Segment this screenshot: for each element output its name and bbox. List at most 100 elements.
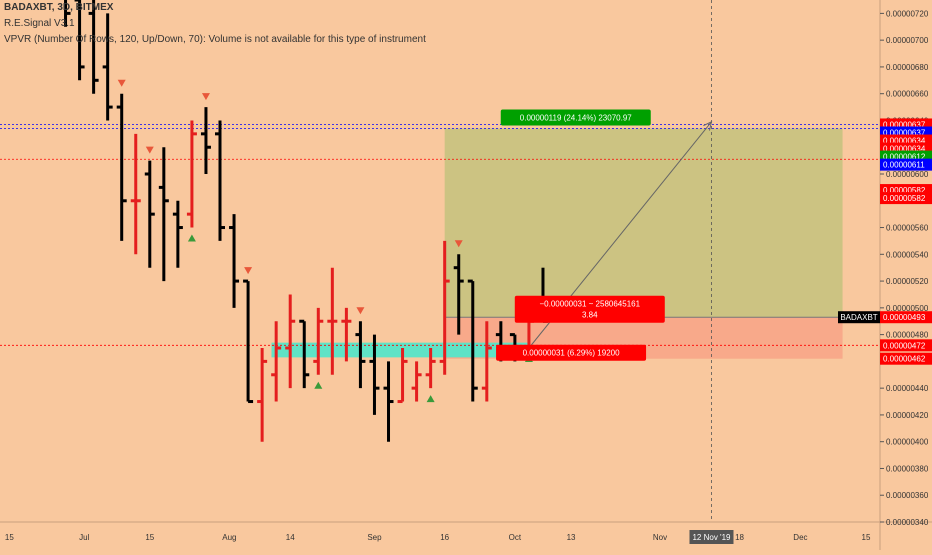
- ohlc-bar[interactable]: [271, 321, 282, 402]
- x-tick-label: 15: [145, 533, 154, 542]
- x-tick-label: Jul: [79, 533, 89, 542]
- x-tick-label: Nov: [653, 533, 667, 542]
- svg-text:BADAXBT: BADAXBT: [840, 313, 877, 322]
- x-tick-label: 14: [286, 533, 295, 542]
- ohlc-bar[interactable]: [172, 200, 183, 268]
- crosshair-date-label: 12 Nov '19: [689, 530, 734, 544]
- ohlc-bar[interactable]: [327, 267, 338, 375]
- svg-text:0.00000119 (24.14%) 23070.97: 0.00000119 (24.14%) 23070.97: [520, 113, 632, 122]
- svg-text:0.00000612: 0.00000612: [883, 153, 926, 162]
- sell-signal-icon: [201, 93, 210, 101]
- ohlc-bar[interactable]: [130, 133, 141, 255]
- indicator-re-signal[interactable]: R.E.Signal V3.1: [4, 18, 75, 29]
- ohlc-bar[interactable]: [61, 0, 71, 27]
- ohlc-bar[interactable]: [453, 254, 464, 335]
- ohlc-bar[interactable]: [467, 279, 478, 402]
- x-tick-label: Oct: [509, 533, 522, 542]
- ohlc-bar[interactable]: [74, 0, 85, 81]
- svg-text:0.00000582: 0.00000582: [883, 194, 926, 203]
- x-tick-label: 15: [862, 533, 871, 542]
- ohlc-bar[interactable]: [102, 13, 113, 121]
- ohlc-bar[interactable]: [411, 361, 422, 402]
- horizontal-lines-layer: [0, 124, 880, 346]
- ohlc-bar[interactable]: [425, 348, 436, 389]
- projection-arrowhead: [703, 120, 713, 131]
- svg-text:0.00000634: 0.00000634: [883, 145, 926, 154]
- symbol-title[interactable]: BADAXBT, 3D, BITMEX: [4, 2, 114, 13]
- x-tick-label: 16: [440, 533, 449, 542]
- buy-signal-icon: [187, 234, 196, 242]
- x-tick-label: 18: [735, 533, 744, 542]
- y-tick-label: 0.00000600: [886, 170, 929, 179]
- price-axis-label: 0.00000582: [880, 192, 932, 205]
- ohlc-bar[interactable]: [397, 348, 408, 404]
- ohlc-bar[interactable]: [158, 147, 169, 282]
- support-zone[interactable]: [271, 342, 529, 358]
- ohlc-bar[interactable]: [88, 0, 99, 94]
- zone-layer: [271, 128, 843, 359]
- svg-text:0.00000637: 0.00000637: [883, 129, 926, 138]
- svg-text:0.00000582: 0.00000582: [883, 186, 926, 195]
- ohlc-bar[interactable]: [200, 107, 211, 174]
- svg-text:0.00000637: 0.00000637: [883, 120, 926, 129]
- ohlc-bar[interactable]: [439, 240, 450, 375]
- candles-layer: [61, 0, 548, 442]
- svg-text:−0.00000031 ~ 2580645161: −0.00000031 ~ 2580645161: [540, 300, 641, 309]
- current-price-tag: BADAXBT: [838, 311, 880, 324]
- stop-label: 0.00000031 (6.29%) 19200: [496, 344, 647, 361]
- ohlc-bar[interactable]: [215, 120, 225, 241]
- svg-text:0.00000031 (6.29%) 19200: 0.00000031 (6.29%) 19200: [523, 349, 621, 358]
- svg-text:12 Nov '19: 12 Nov '19: [692, 533, 731, 542]
- sell-signal-icon: [117, 79, 126, 87]
- svg-text:0.00000493: 0.00000493: [883, 313, 926, 322]
- y-tick-label: 0.00000480: [886, 331, 929, 340]
- y-tick-label: 0.00000360: [886, 491, 929, 500]
- ohlc-bar[interactable]: [257, 348, 268, 442]
- ohlc-bar[interactable]: [341, 307, 352, 362]
- y-tick-label: 0.00000440: [886, 384, 929, 393]
- ohlc-bar[interactable]: [299, 319, 310, 389]
- ohlc-bar[interactable]: [383, 361, 394, 442]
- x-tick-label: 13: [567, 533, 576, 542]
- entry-label: −0.00000031 ~ 2580645161 3.84: [514, 295, 665, 323]
- y-tick-label: 0.00000520: [886, 277, 929, 286]
- x-tick-label: Sep: [367, 533, 382, 542]
- ohlc-bar[interactable]: [243, 279, 254, 404]
- svg-text:0.00000462: 0.00000462: [883, 355, 926, 364]
- ohlc-bar[interactable]: [144, 160, 155, 268]
- price-labels-layer: 0.000006370.000006370.000006340.00000634…: [838, 118, 932, 365]
- svg-text:0.00000611: 0.00000611: [883, 161, 925, 170]
- x-tick-label: Aug: [222, 533, 236, 542]
- ohlc-bar[interactable]: [369, 334, 380, 415]
- buy-signal-icon: [426, 395, 435, 403]
- ohlc-bar[interactable]: [229, 214, 240, 308]
- svg-text:0.00000634: 0.00000634: [883, 137, 926, 146]
- chart-legend: BADAXBT, 3D, BITMEX R.E.Signal V3.1 VPVR…: [4, 0, 426, 48]
- buy-signal-icon: [314, 381, 323, 389]
- ohlc-bar[interactable]: [481, 321, 492, 402]
- indicator-vpvr[interactable]: VPVR (Number Of Rows, 120, Up/Down, 70):…: [4, 34, 426, 45]
- x-tick-label: 15: [5, 533, 14, 542]
- sell-signal-icon: [244, 267, 253, 275]
- y-tick-label: 0.00000560: [886, 224, 929, 233]
- y-tick-label: 0.00000540: [886, 250, 929, 259]
- ohlc-bar[interactable]: [186, 120, 197, 228]
- y-tick-label: 0.00000340: [886, 518, 929, 527]
- sell-signal-icon: [145, 146, 154, 154]
- ohlc-bar[interactable]: [313, 307, 324, 375]
- ohlc-bar[interactable]: [355, 321, 366, 389]
- y-tick-label: 0.00000680: [886, 63, 929, 72]
- projection-layer: 0.00000119 (24.14%) 23070.97 −0.00000031 …: [496, 0, 713, 522]
- y-tick-label: 0.00000500: [886, 304, 929, 313]
- price-axis-label: 0.00000493: [880, 311, 932, 324]
- ohlc-bar[interactable]: [116, 93, 127, 241]
- x-tick-label: Dec: [793, 533, 807, 542]
- y-tick-label: 0.00000700: [886, 36, 929, 45]
- target-zone[interactable]: [444, 128, 843, 318]
- y-tick-label: 0.00000400: [886, 438, 929, 447]
- target-label: 0.00000119 (24.14%) 23070.97: [500, 109, 651, 126]
- ohlc-bar[interactable]: [285, 294, 296, 389]
- price-axis-label: 0.00000611: [880, 158, 932, 171]
